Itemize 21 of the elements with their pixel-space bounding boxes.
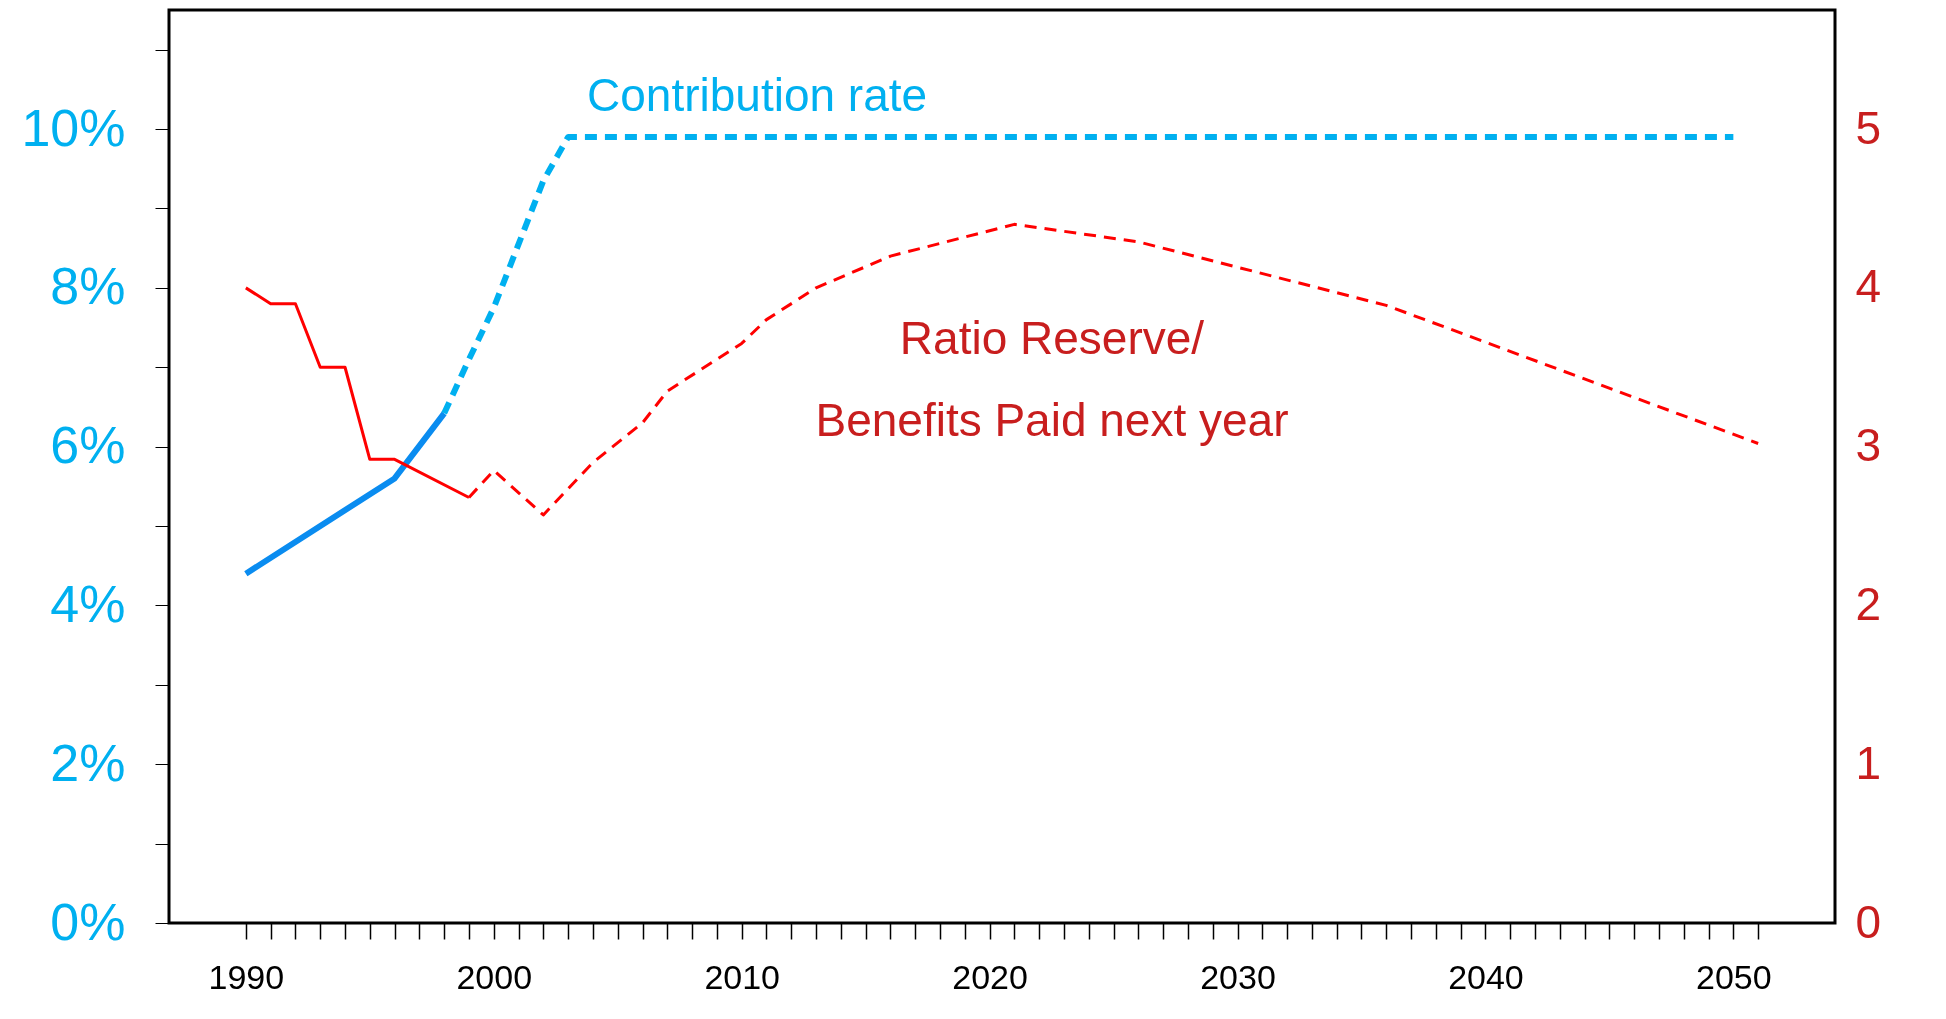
y-tick-label: 2% xyxy=(50,733,126,792)
y2-tick-label: 5 xyxy=(1855,101,1882,154)
x-tick-label: 2040 xyxy=(1448,957,1524,996)
y2-tick-label: 2 xyxy=(1855,577,1882,630)
x-tick-label: 2050 xyxy=(1696,957,1772,996)
x-tick-label: 2010 xyxy=(704,957,781,996)
x-tick-label: 2030 xyxy=(1200,957,1276,996)
y-tick-label: 10% xyxy=(21,98,126,157)
y2-tick-label: 3 xyxy=(1855,419,1882,472)
y2-tick-label: 4 xyxy=(1855,260,1882,313)
x-tick-label: 2020 xyxy=(952,957,1028,996)
y-tick-label: 4% xyxy=(50,574,126,633)
series-label: Ratio Reserve/ Benefits Paid next year xyxy=(815,312,1289,446)
x-tick-label: 1990 xyxy=(208,957,285,996)
y-tick-label: 0% xyxy=(50,892,126,951)
y2-tick-label: 1 xyxy=(1855,736,1882,789)
y2-tick-label: 0 xyxy=(1855,895,1882,948)
y-tick-label: 8% xyxy=(50,257,126,316)
series-label: Contribution rate xyxy=(587,69,928,121)
y-tick-label: 6% xyxy=(50,416,126,475)
x-tick-label: 2000 xyxy=(456,957,533,996)
